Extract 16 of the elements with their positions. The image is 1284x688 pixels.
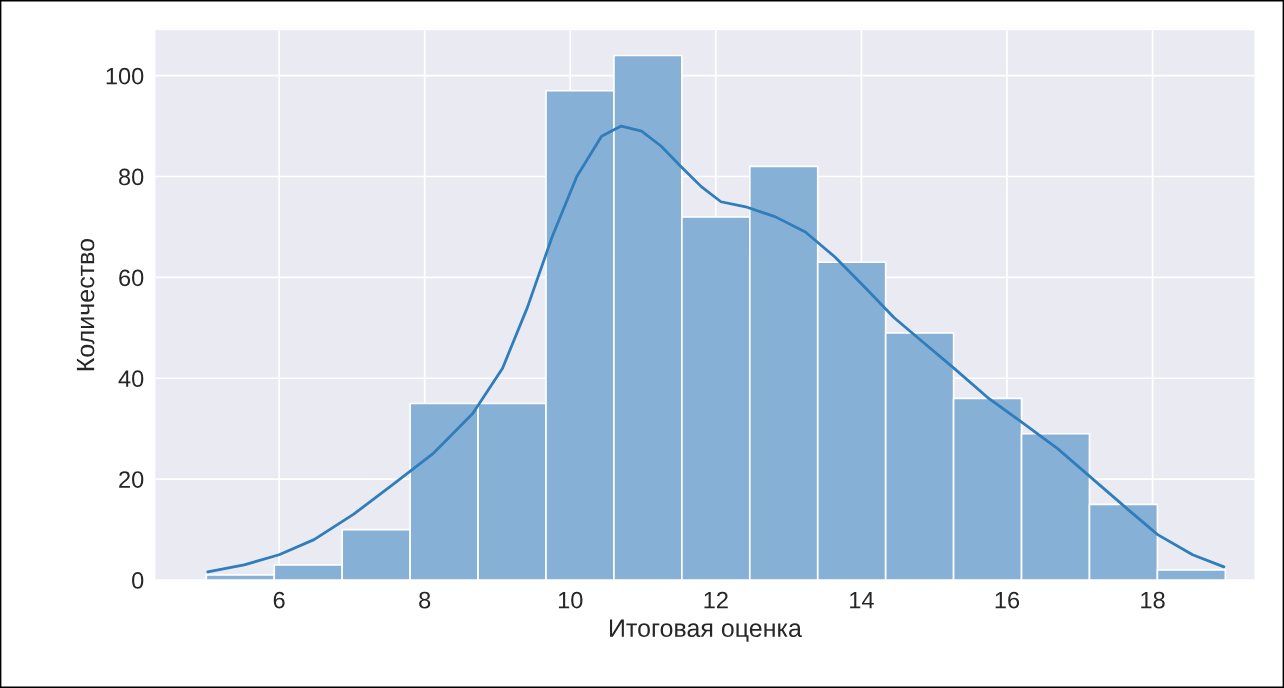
y-tick-label: 60 [119, 269, 144, 287]
y-tick-label: 100 [106, 67, 144, 85]
x-tick-label: 8 [419, 591, 431, 609]
x-axis-title: Итоговая оценка [610, 619, 802, 642]
x-tick-label: 10 [558, 591, 583, 609]
y-axis-title: Количество [76, 239, 95, 371]
x-tick-label: 12 [704, 591, 728, 609]
x-tick-label: 16 [995, 591, 1020, 609]
x-tick-label: 14 [850, 591, 874, 609]
x-tick-label: 6 [273, 591, 285, 609]
x-tick-label: 18 [1141, 591, 1165, 609]
y-tick-label: 20 [119, 471, 144, 488]
line-series [206, 124, 1226, 574]
y-tick-label: 0 [132, 572, 144, 589]
y-tick-label: 40 [118, 370, 144, 388]
y-tick-label: 80 [119, 168, 144, 186]
